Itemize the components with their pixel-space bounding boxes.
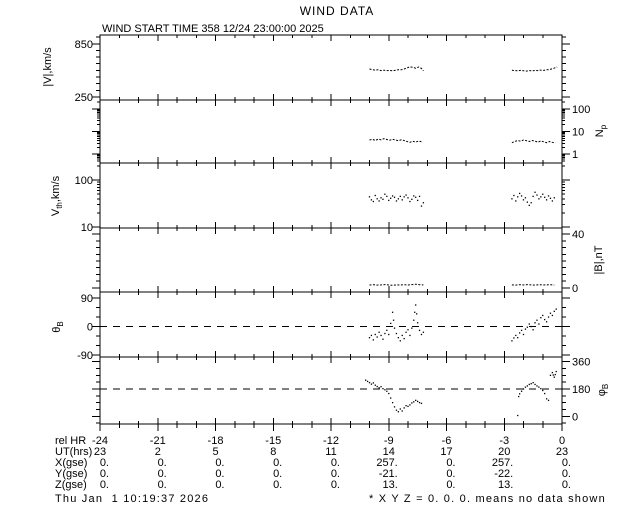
- svg-text:0.: 0.: [158, 457, 167, 469]
- svg-text:2: 2: [155, 446, 161, 458]
- svg-text:-6: -6: [442, 435, 452, 447]
- svg-text:0.: 0.: [215, 468, 224, 480]
- svg-text:-18: -18: [208, 435, 224, 447]
- footer-note: * X Y Z = 0. 0. 0. means no data shown: [369, 493, 606, 505]
- svg-text:0.: 0.: [446, 479, 455, 491]
- svg-text:13.: 13.: [498, 479, 513, 491]
- svg-text:0.: 0.: [331, 468, 340, 480]
- y-axis-label-density: Np: [593, 124, 609, 138]
- svg-text:360: 360: [572, 357, 590, 369]
- svg-text:-21.: -21.: [379, 468, 398, 480]
- svg-text:14: 14: [383, 446, 395, 458]
- svg-text:0.: 0.: [446, 457, 455, 469]
- svg-text:0.: 0.: [562, 468, 571, 480]
- y-axis-label-speed: |V|,km/s: [41, 47, 54, 87]
- svg-text:23: 23: [94, 446, 106, 458]
- svg-text:0.: 0.: [100, 468, 109, 480]
- svg-text:0.: 0.: [331, 457, 340, 469]
- svg-text:850: 850: [75, 39, 93, 51]
- svg-text:-12: -12: [323, 435, 339, 447]
- svg-text:0.: 0.: [215, 457, 224, 469]
- svg-text:0: 0: [87, 322, 93, 334]
- svg-text:17: 17: [440, 446, 452, 458]
- svg-text:0.: 0.: [273, 457, 282, 469]
- svg-text:0.: 0.: [562, 479, 571, 491]
- svg-text:20: 20: [498, 446, 510, 458]
- svg-text:90: 90: [81, 293, 93, 305]
- svg-text:250: 250: [75, 92, 93, 104]
- svg-text:0: 0: [572, 411, 578, 423]
- svg-text:11: 11: [325, 446, 336, 458]
- svg-text:0.: 0.: [158, 468, 167, 480]
- y-axis-label-phi-b: φB: [595, 383, 611, 397]
- svg-text:rel HR: rel HR: [55, 435, 86, 447]
- svg-text:8: 8: [270, 446, 276, 458]
- svg-text:UT(hrs): UT(hrs): [55, 446, 92, 458]
- svg-text:0.: 0.: [100, 479, 109, 491]
- svg-text:100: 100: [572, 104, 590, 116]
- svg-text:0.: 0.: [331, 479, 340, 491]
- data-series: [100, 66, 562, 417]
- footer-timestamp: Thu Jan 1 10:19:37 2026: [55, 493, 210, 505]
- y-axis-label-thermal-speed: Vth,km/s: [49, 175, 65, 217]
- svg-text:0.: 0.: [273, 468, 282, 480]
- y-axis-label-theta-b: θB: [50, 321, 66, 333]
- tick-labels: 850 250 100 10 1 100 10 40 0 90 0 -90 360 180 0: [75, 39, 591, 423]
- svg-text:-15: -15: [265, 435, 281, 447]
- svg-text:10: 10: [572, 127, 584, 139]
- svg-text:0.: 0.: [273, 479, 282, 491]
- chart-subtitle: WIND START TIME 358 12/24 23:00:00 2025: [102, 23, 324, 35]
- svg-text:257.: 257.: [492, 457, 513, 469]
- svg-text:0.: 0.: [100, 457, 109, 469]
- svg-text:0.: 0.: [158, 479, 167, 491]
- svg-text:-90: -90: [77, 350, 93, 362]
- svg-text:23: 23: [556, 446, 568, 458]
- svg-text:0.: 0.: [562, 457, 571, 469]
- svg-text:13.: 13.: [382, 479, 397, 491]
- svg-text:5: 5: [212, 446, 218, 458]
- svg-text:10: 10: [81, 222, 93, 234]
- svg-text:-24: -24: [92, 435, 108, 447]
- svg-text:-22.: -22.: [494, 468, 513, 480]
- svg-text:-9: -9: [384, 435, 394, 447]
- page-title: WIND DATA: [299, 4, 375, 18]
- svg-text:-21: -21: [150, 435, 166, 447]
- svg-text:1: 1: [572, 149, 578, 161]
- svg-text:0.: 0.: [215, 479, 224, 491]
- svg-text:0: 0: [572, 283, 578, 295]
- svg-text:257.: 257.: [376, 457, 397, 469]
- svg-text:X(gse): X(gse): [55, 457, 87, 469]
- svg-text:40: 40: [572, 229, 584, 241]
- y-axis-label-field-magnitude: |B|,nT: [592, 245, 605, 275]
- svg-text:0: 0: [559, 435, 565, 447]
- svg-text:Z(gse): Z(gse): [55, 479, 87, 491]
- svg-text:0.: 0.: [446, 468, 455, 480]
- axis-ticks: [92, 35, 570, 431]
- svg-text:180: 180: [572, 384, 590, 396]
- svg-text:-3: -3: [499, 435, 509, 447]
- svg-text:Y(gse): Y(gse): [55, 468, 87, 480]
- svg-text:100: 100: [75, 175, 93, 187]
